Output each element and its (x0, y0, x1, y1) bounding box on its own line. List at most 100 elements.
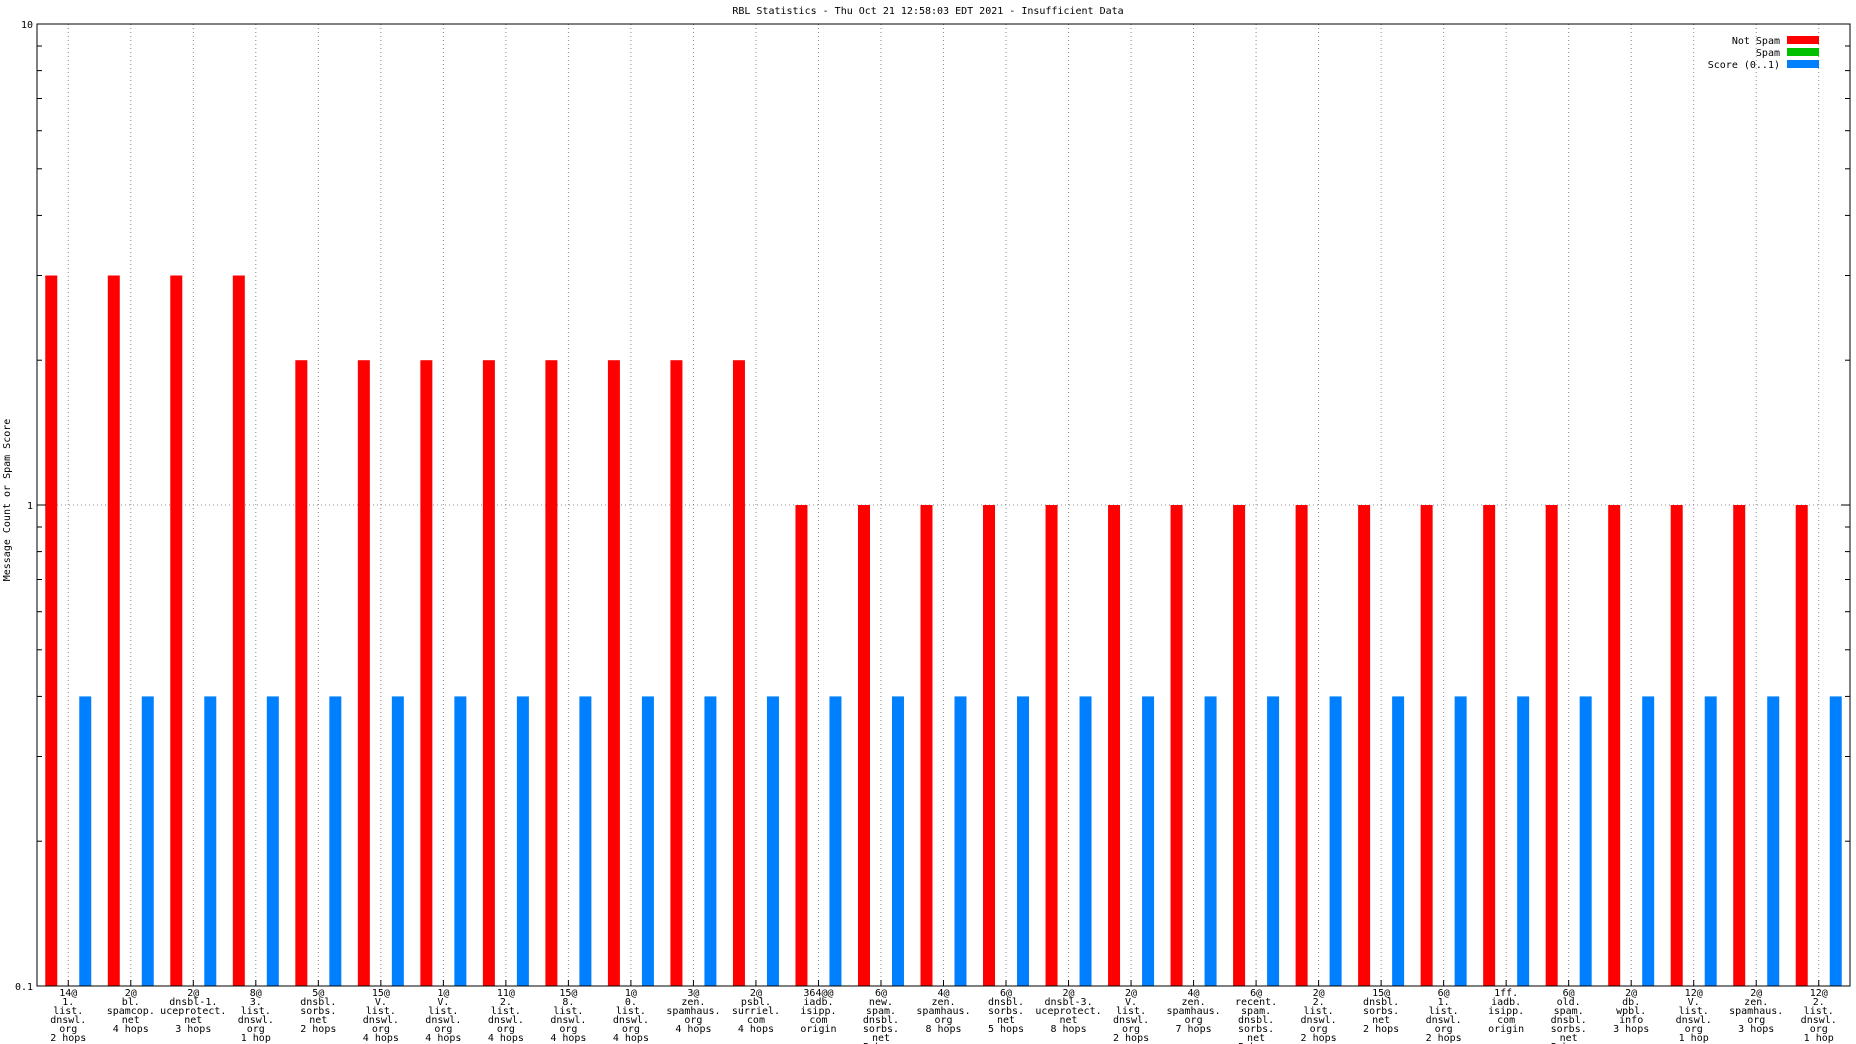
x-tick-label-line: org (1685, 1024, 1703, 1035)
bar-score-0-1 (766, 696, 779, 986)
x-tick-label-line: net (997, 1015, 1015, 1026)
x-tick-label-line: net (309, 1015, 327, 1026)
bar-score-0-1 (1017, 696, 1030, 986)
x-tick-label-line: dnswl. (50, 1015, 86, 1026)
x-tick-label-line: list. (1429, 1006, 1459, 1017)
x-tick-label-line: dnsbl-1. (169, 997, 217, 1008)
x-tick-label: 364@@ iadb. isipp. com origin (800, 988, 836, 1035)
bar-not-spam (1233, 505, 1246, 986)
x-tick-label-line: 15@ (372, 988, 390, 999)
x-tick-label-line: 1ff. (1494, 988, 1518, 999)
bar-score-0-1 (1579, 696, 1592, 986)
x-tick-label-line: org (372, 1024, 390, 1035)
x-tick-label-line: sorbs. (863, 1024, 899, 1035)
x-tick-label-line: dnswl. (1801, 1015, 1837, 1026)
x-tick-label-line: 2@ (125, 988, 137, 999)
x-tick-label-line: 14@ (59, 988, 77, 999)
bar-score-0-1 (391, 696, 404, 986)
x-tick-label-line: list. (1116, 1006, 1146, 1017)
x-tick-label-line: spam. (1241, 1006, 1271, 1017)
bar-score-0-1 (141, 696, 154, 986)
bar-not-spam (1483, 505, 1496, 986)
y-tick-label: 0.1 (15, 982, 33, 993)
x-tick-label: 2@ dnsbl-1. uceprotect. net 3 hops (160, 988, 226, 1035)
x-tick-label: 14@ 1. list. dnswl. org 2 hops (50, 988, 86, 1044)
x-tick-label-line: 2 hops (1113, 1033, 1149, 1044)
x-tick-label-line: spamhaus. (1166, 1006, 1220, 1017)
x-tick-label-line: 1. (1438, 997, 1450, 1008)
x-tick-label-line: 4 hops (738, 1024, 774, 1035)
x-tick-label-line: 4 hops (675, 1024, 711, 1035)
x-tick-label-line: 2@ (1313, 988, 1325, 999)
y-axis-label: Message Count or Spam Score (2, 419, 13, 582)
x-tick-label: 12@ 2. list. dnswl. org 1 hop (1801, 988, 1837, 1044)
x-tick-label-line: 2. (1813, 997, 1825, 1008)
x-tick-label-line: spamhaus. (916, 1006, 970, 1017)
bars (45, 275, 1842, 987)
x-tick-label-line: com (1497, 1015, 1515, 1026)
x-tick-label-line: zen. (681, 997, 705, 1008)
x-tick-label-line: 4 hops (613, 1033, 649, 1044)
x-tick-label-line: 2@ (1625, 988, 1637, 999)
x-tick-label-line: sorbs. (300, 1006, 336, 1017)
bar-score-0-1 (641, 696, 654, 986)
x-tick-label-line: V. (1688, 997, 1700, 1008)
x-tick-label-line: org (622, 1024, 640, 1035)
bar-score-0-1 (1392, 696, 1405, 986)
x-tick-label-line: info (1619, 1015, 1643, 1026)
x-tick-label: 2@ db. wpbl. info 3 hops (1613, 988, 1649, 1035)
x-tick-label-line: iadb. (803, 997, 833, 1008)
x-tick-label-line: 4 hops (363, 1033, 399, 1044)
x-tick-label-line: 4 hops (113, 1024, 149, 1035)
bar-score-0-1 (329, 696, 342, 986)
x-tick-label-line: dnsbl-3. (1044, 997, 1092, 1008)
x-tick-label-line: 4@ (937, 988, 949, 999)
x-tick-label-line: new. (869, 997, 893, 1008)
bar-not-spam (45, 275, 58, 987)
bar-not-spam (295, 360, 308, 986)
x-tick-label: 12@ V. list. dnswl. org 1 hop (1676, 988, 1712, 1044)
x-tick-label-line: 2 hops (50, 1033, 86, 1044)
bar-not-spam (857, 505, 870, 986)
x-tick-label-line: dnswl. (550, 1015, 586, 1026)
x-tick-label-line: 5@ (312, 988, 324, 999)
x-tick-label-line: surriel. (732, 1006, 780, 1017)
x-tick-label: 4@ zen. spamhaus. org 7 hops (1166, 988, 1220, 1035)
x-tick-label-line: dnswl. (1113, 1015, 1149, 1026)
x-tick-label-line: 8 hops (1050, 1024, 1086, 1035)
bar-score-0-1 (1767, 696, 1780, 986)
x-tick-label-line: 1 hop (1804, 1033, 1834, 1044)
x-tick-label-line: 4@ (1188, 988, 1200, 999)
bar-score-0-1 (454, 696, 467, 986)
x-tick-label-line: 3. (250, 997, 262, 1008)
x-tick-label-line: dnsbl. (988, 997, 1024, 1008)
x-tick-label-line: dnswl. (425, 1015, 461, 1026)
x-tick-label-line: list. (553, 1006, 583, 1017)
x-tick-label-line: zen. (1182, 997, 1206, 1008)
bar-not-spam (232, 275, 245, 987)
x-tick-label: 4@ zen. spamhaus. org 8 hops (916, 988, 970, 1035)
x-tick-label-line: 12@ (1810, 988, 1828, 999)
x-tick-label-line: spamcop. (107, 1006, 155, 1017)
x-tick-label: 11@ 2. list. dnswl. org 4 hops (488, 988, 524, 1044)
bar-not-spam (1045, 505, 1058, 986)
x-tick-label: 2@ psbl. surriel. com 4 hops (732, 988, 780, 1035)
x-tick-label-line: spam. (1554, 1006, 1584, 1017)
x-tick-label-line: sorbs. (1551, 1024, 1587, 1035)
x-tick-label-line: 2. (500, 997, 512, 1008)
x-tick-label-line: 8. (562, 997, 574, 1008)
bar-score-0-1 (891, 696, 904, 986)
x-tick-label-line: 2 hops (300, 1024, 336, 1035)
legend-swatch (1787, 60, 1819, 68)
x-tick-label-line: org (1810, 1024, 1828, 1035)
x-tick-label-line: zen. (1744, 997, 1768, 1008)
bar-not-spam (1670, 505, 1683, 986)
x-tick-label-line: 6@ (1250, 988, 1262, 999)
x-tick-label-line: dnswl. (1676, 1015, 1712, 1026)
x-tick-label-line: org (1747, 1015, 1765, 1026)
x-tick-label-line: origin (800, 1024, 836, 1035)
x-tick-label-line: 2@ (1063, 988, 1075, 999)
